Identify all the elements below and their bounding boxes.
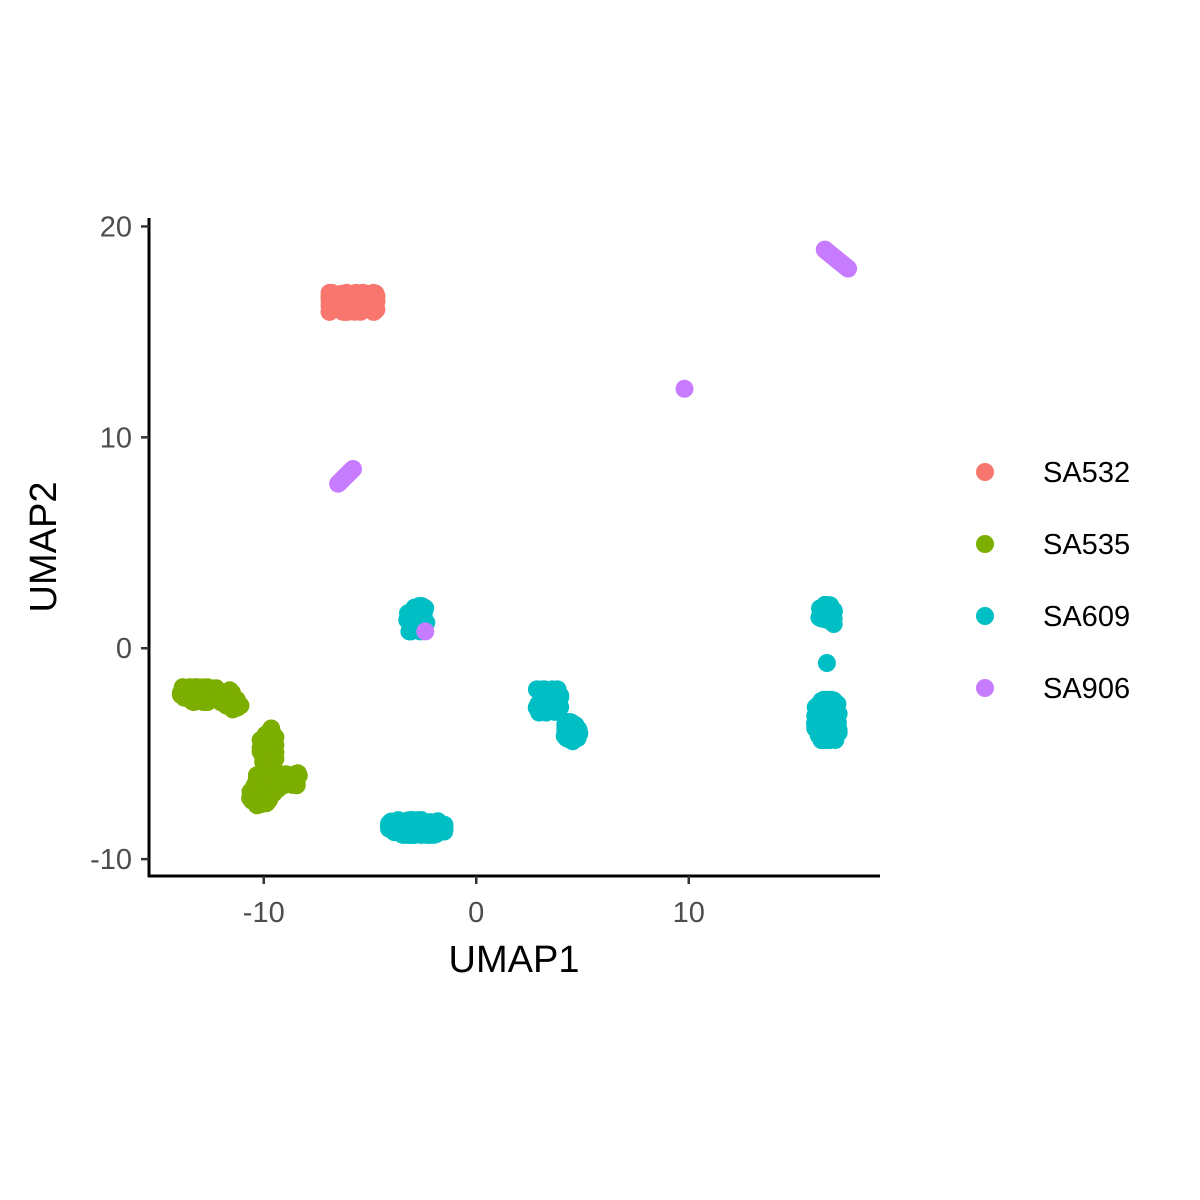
x-tick-label: -10 <box>243 897 285 929</box>
y-tick-label: 10 <box>100 422 132 454</box>
point-sa535 <box>266 728 285 747</box>
point-sa535 <box>246 791 265 810</box>
point-sa906 <box>675 379 694 398</box>
legend-label-sa906: SA906 <box>1043 673 1130 705</box>
legend-key-sa532 <box>976 463 994 481</box>
point-sa609 <box>557 725 576 744</box>
legend-key-sa906 <box>976 679 994 697</box>
point-sa609 <box>435 816 454 835</box>
y-tick-label: 20 <box>100 211 132 243</box>
y-tick-label: 0 <box>116 633 132 665</box>
legend: SA532 SA535 SA609 SA906 <box>976 457 1130 705</box>
y-axis-title: UMAP2 <box>23 482 65 613</box>
point-sa609 <box>824 601 843 620</box>
point-sa532 <box>335 299 354 318</box>
point-sa609 <box>810 608 829 627</box>
point-sa535 <box>178 684 197 703</box>
point-sa609 <box>820 731 839 749</box>
point-sa609 <box>816 698 835 716</box>
point-sa535 <box>283 770 302 789</box>
point-sa532 <box>321 294 340 313</box>
legend-label-sa609: SA609 <box>1043 601 1130 633</box>
point-sa906 <box>416 622 435 641</box>
point-sa535 <box>224 692 243 711</box>
legend-key-sa535 <box>976 535 994 553</box>
point-sa906 <box>344 460 362 478</box>
legend-key-sa609 <box>976 607 994 625</box>
x-axis-ticks: -10 0 10 <box>243 876 705 929</box>
x-axis-title: UMAP1 <box>449 939 580 981</box>
y-axis-ticks: -10 0 10 20 <box>90 211 149 876</box>
point-sa609 <box>551 686 570 705</box>
legend-label-sa535: SA535 <box>1043 529 1130 561</box>
point-sa609 <box>408 821 427 840</box>
points-layer <box>171 240 858 844</box>
point-sa535 <box>193 681 212 699</box>
point-sa906 <box>839 259 858 278</box>
point-sa609 <box>817 654 836 672</box>
point-sa609 <box>542 699 561 718</box>
x-tick-label: 10 <box>673 897 705 929</box>
legend-label-sa532: SA532 <box>1043 457 1130 489</box>
y-tick-label: -10 <box>90 844 132 876</box>
point-sa532 <box>356 287 375 306</box>
x-tick-label: 0 <box>468 897 484 929</box>
